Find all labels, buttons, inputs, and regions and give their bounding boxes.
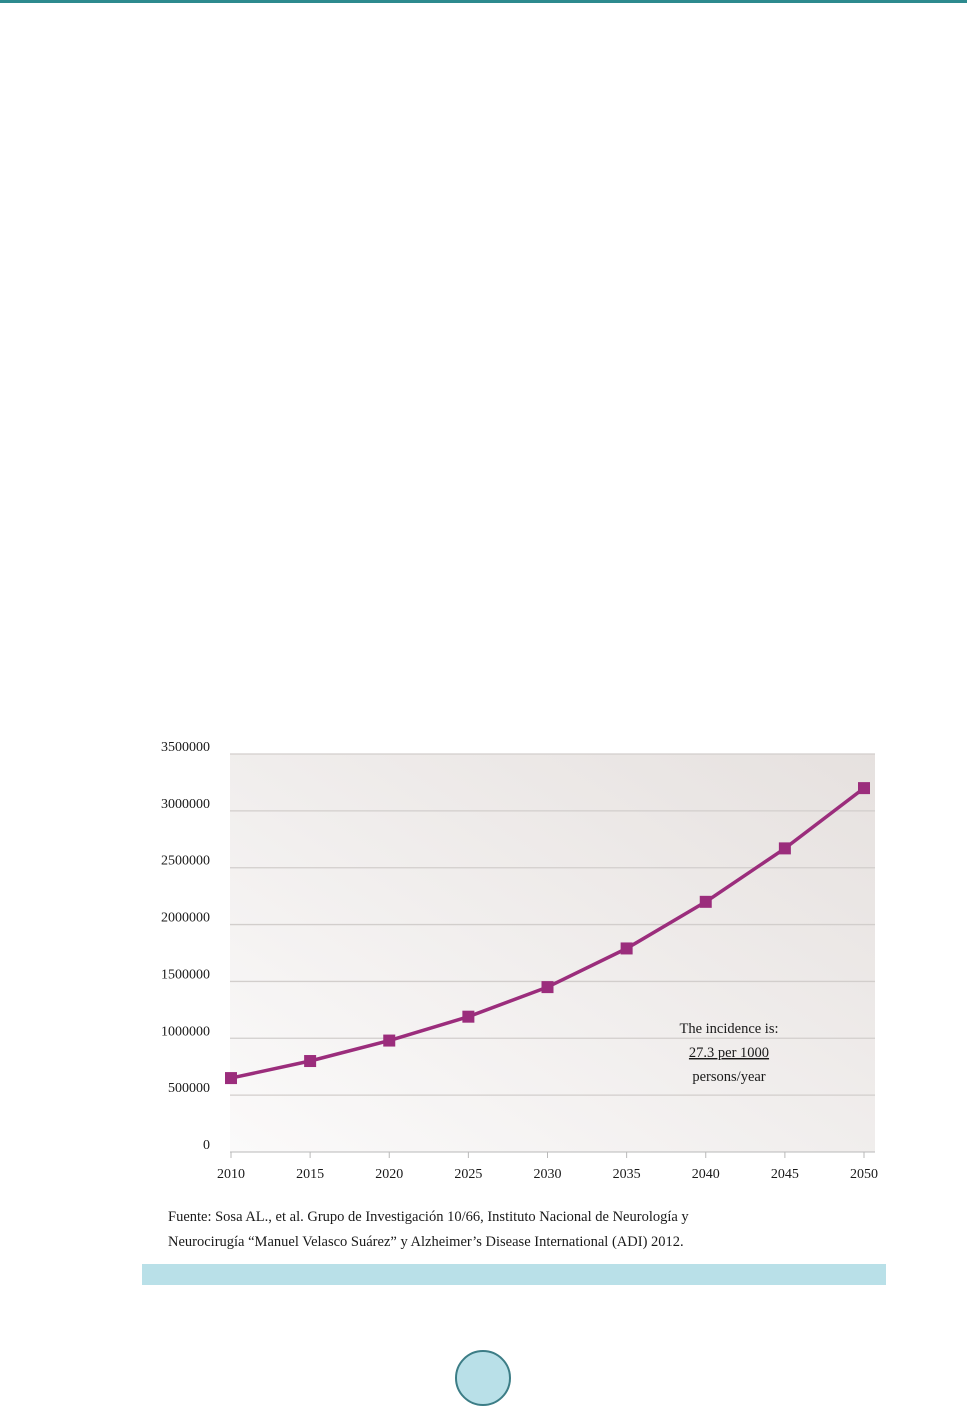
source-citation-line-2: Neurocirugía “Manuel Velasco Suárez” y A… [168, 1234, 684, 1250]
incidence-note-line-3: persons/year [692, 1069, 765, 1085]
figure-bottom-band [142, 1264, 886, 1285]
data-point-marker [304, 1055, 317, 1068]
y-tick-label: 500000 [168, 1081, 210, 1096]
x-tick-label: 2035 [613, 1167, 641, 1182]
data-point-marker [620, 942, 633, 955]
header-rule [0, 0, 967, 3]
data-point-marker [225, 1072, 237, 1085]
data-point-marker [541, 981, 554, 994]
incidence-note-line-1: The incidence is: [679, 1021, 778, 1037]
plot-area [230, 754, 875, 1152]
x-tick-label: 2030 [534, 1167, 562, 1182]
y-tick-label: 3000000 [161, 797, 210, 812]
source-citation-line-1: Fuente: Sosa AL., et al. Grupo de Invest… [168, 1209, 689, 1225]
data-point-marker [462, 1010, 475, 1023]
y-tick-label: 3500000 [161, 740, 210, 755]
data-point-marker [858, 782, 870, 795]
y-tick-label: 0 [203, 1138, 210, 1153]
data-point-marker [699, 895, 712, 908]
x-tick-label: 2015 [296, 1167, 324, 1182]
y-tick-label: 2500000 [161, 854, 210, 869]
x-tick-label: 2025 [454, 1167, 482, 1182]
line-chart: 0 500000 1000000 1500000 2000000 2500000 30000… [161, 740, 878, 1182]
x-tick-label: 2010 [217, 1167, 245, 1182]
incidence-note-line-2: 27.3 per 1000 [689, 1045, 769, 1061]
x-tick-label: 2040 [692, 1167, 720, 1182]
figure-panel: 0 500000 1000000 1500000 2000000 2500000 30000… [142, 732, 886, 1264]
incidence-note: The incidence is: 27.3 per 1000 persons/… [679, 1021, 778, 1085]
x-tick-label: 2020 [375, 1167, 403, 1182]
y-tick-label: 1500000 [161, 967, 210, 982]
y-tick-label: 1000000 [161, 1024, 210, 1039]
page-number-badge [455, 1350, 511, 1406]
data-point-marker [383, 1034, 396, 1047]
x-tick-label: 2045 [771, 1167, 799, 1182]
y-tick-label: 2000000 [161, 911, 210, 926]
data-point-marker [778, 842, 791, 855]
x-tick-label: 2050 [850, 1167, 878, 1182]
